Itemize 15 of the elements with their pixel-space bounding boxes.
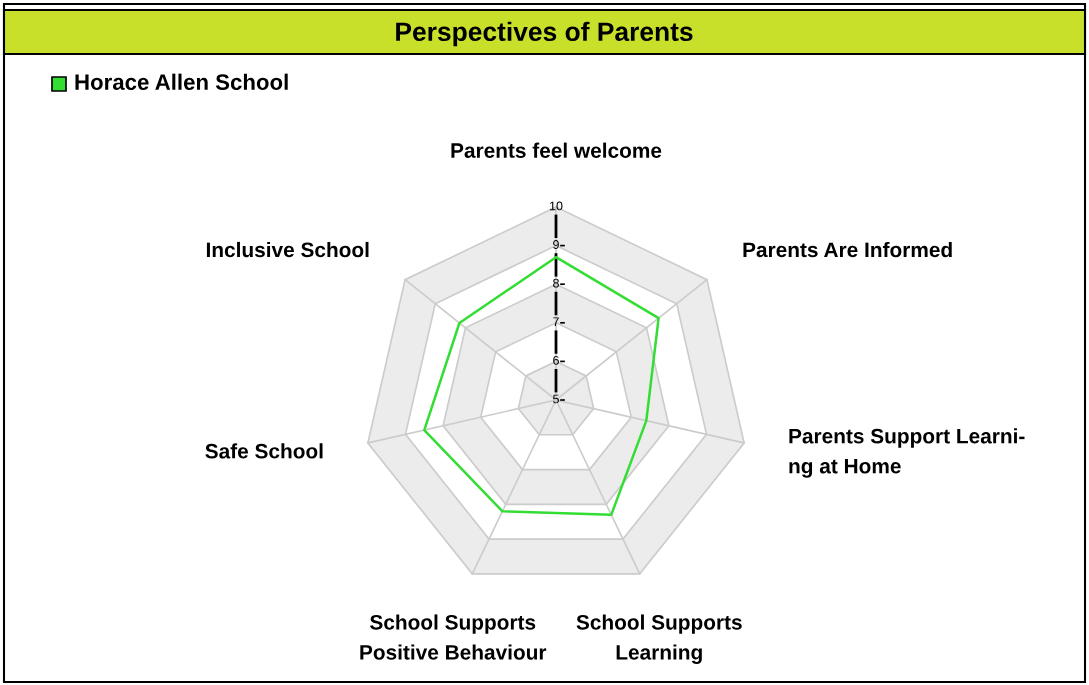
spoke-label: School Supports Learning [576,614,742,664]
spoke-label: Parents Support Learni- ng at Home [789,428,1025,478]
spoke-label: Inclusive School [206,241,369,258]
y-tick-label: 8 [553,278,559,288]
spoke-label: Parents feel welcome [451,142,662,158]
y-tick-label: 7 [553,317,559,327]
y-tick-label: 5 [553,394,559,404]
spoke-label: Safe School [205,443,323,459]
y-tick-label: 6 [553,355,559,365]
y-tick-label: 9 [553,240,559,249]
chart-title: Perspectives of Parents [396,21,693,47]
y-tick-label: 10 [550,201,563,211]
spoke-label: School Supports Positive Behaviour [360,614,547,660]
spoke-label: Parents Are Informed [743,241,952,258]
legend-label: Horace Allen School [75,73,288,90]
